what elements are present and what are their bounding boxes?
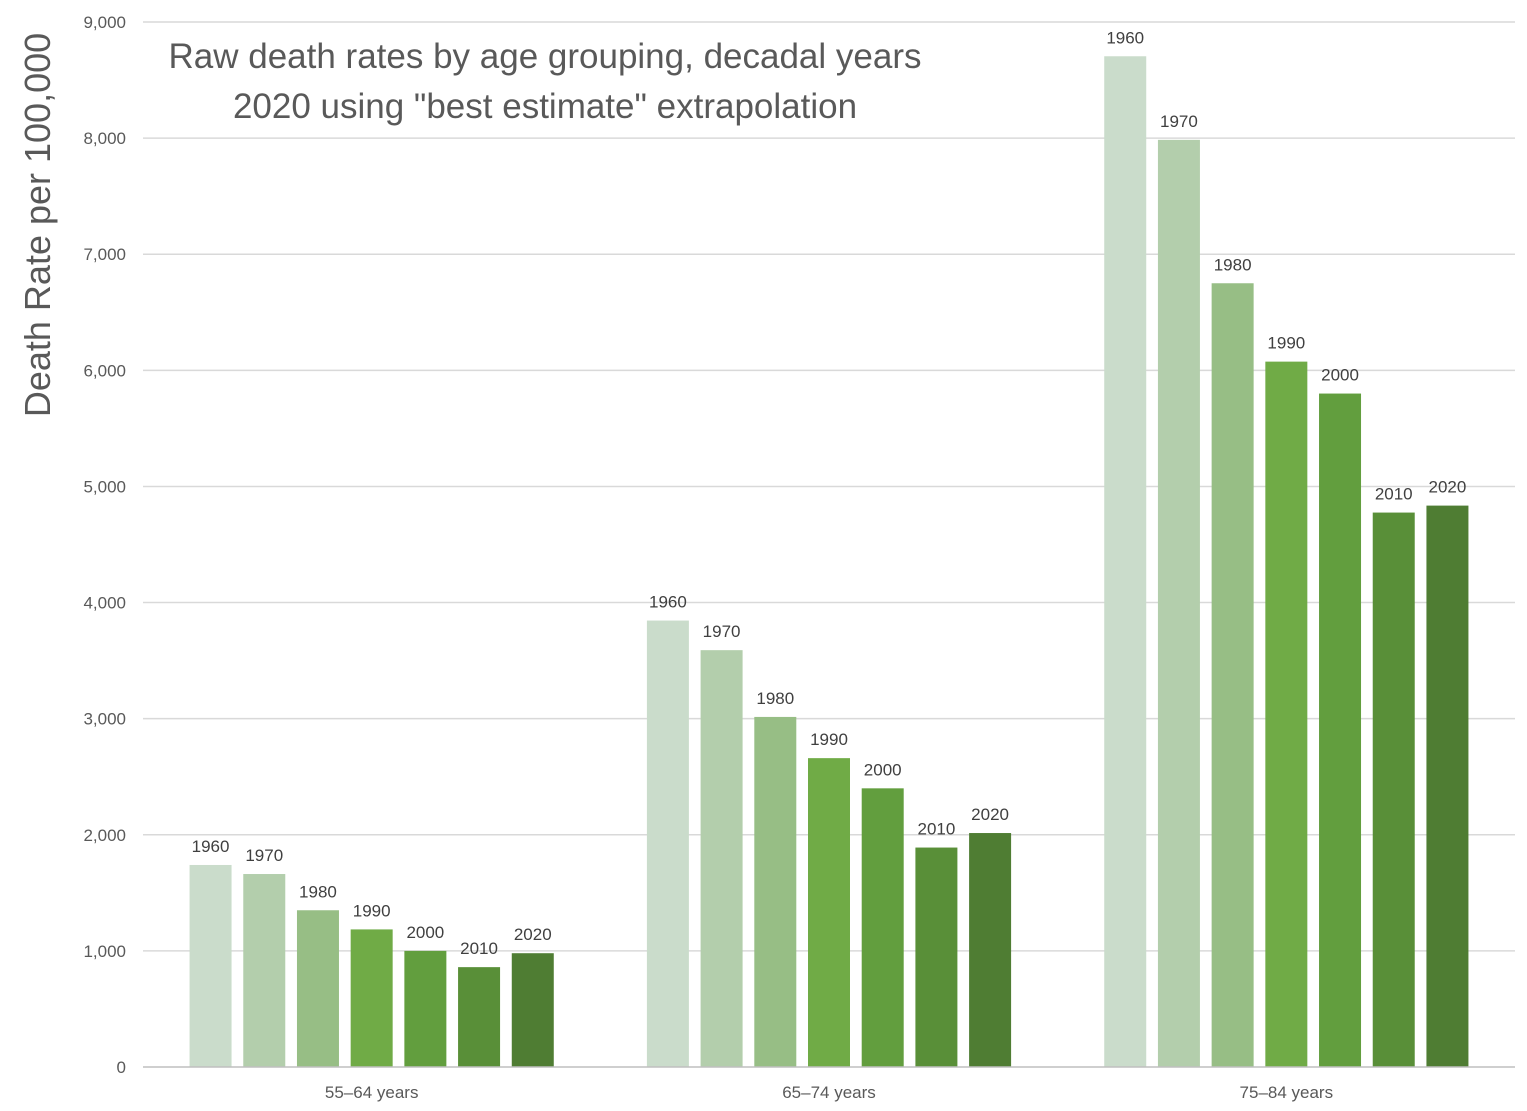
y-axis-title: Death Rate per 100,000 xyxy=(17,32,58,418)
data-label-1970: 1970 xyxy=(245,846,283,865)
y-tick-label: 5,000 xyxy=(83,477,126,496)
data-label-2010: 2010 xyxy=(917,820,955,839)
data-label-2000: 2000 xyxy=(1321,366,1359,385)
gridlines xyxy=(143,21,1515,952)
data-label-1990: 1990 xyxy=(353,901,391,920)
bar-1970-3 xyxy=(1157,139,1200,1067)
bar-1970-2 xyxy=(700,650,743,1067)
data-label-2020: 2020 xyxy=(971,805,1009,824)
bar-2010-2 xyxy=(915,847,958,1067)
bar-1960-1 xyxy=(189,864,232,1067)
data-label-2020: 2020 xyxy=(1429,478,1467,497)
y-tick-label: 7,000 xyxy=(83,245,126,264)
data-label-2000: 2000 xyxy=(406,923,444,942)
data-label-1980: 1980 xyxy=(1214,255,1252,274)
bar-2000-3 xyxy=(1319,393,1362,1067)
bar-2000-1 xyxy=(404,950,447,1067)
y-tick-label: 1,000 xyxy=(83,942,126,961)
data-label-2000: 2000 xyxy=(864,760,902,779)
chart-title-line-1: Raw death rates by age grouping, decadal… xyxy=(168,37,922,76)
bar-1980-2 xyxy=(754,716,797,1067)
data-label-1980: 1980 xyxy=(756,689,794,708)
y-tick-label: 8,000 xyxy=(83,129,126,148)
x-tick-label: 75–84 years xyxy=(1240,1083,1334,1102)
bar-1960-3 xyxy=(1104,56,1147,1067)
data-label-1970: 1970 xyxy=(1160,112,1198,131)
bar-2010-1 xyxy=(458,967,501,1067)
y-tick-label: 3,000 xyxy=(83,710,126,729)
y-tick-label: 4,000 xyxy=(83,594,126,613)
chart-title-line-2: 2020 using "best estimate" extrapolation xyxy=(232,87,858,126)
bars xyxy=(189,56,1469,1067)
bar-1990-2 xyxy=(808,758,850,1067)
bar-1980-3 xyxy=(1211,283,1254,1067)
y-axis-ticks: 0 1,000 2,000 3,000 4,000 5,000 6,000 7,000 8,00… xyxy=(83,13,126,1077)
bar-2010-3 xyxy=(1372,512,1415,1067)
data-label-2010: 2010 xyxy=(460,939,498,958)
data-label-1980: 1980 xyxy=(299,882,337,901)
x-axis-ticks: 55–64 years 65–74 years 75–84 years xyxy=(325,1083,1333,1102)
bar-2020-1 xyxy=(511,953,554,1067)
bar-1990-1 xyxy=(350,929,393,1067)
data-label-1990: 1990 xyxy=(810,730,848,749)
bar-2020-3 xyxy=(1426,505,1469,1067)
data-labels: 1960 1970 1980 1990 2000 2010 2020 1960 1970 1980… xyxy=(192,28,1467,958)
y-tick-label: 6,000 xyxy=(83,361,126,380)
bar-1990-3 xyxy=(1265,361,1308,1067)
chart-title: Raw death rates by age grouping, decadal… xyxy=(120,32,970,132)
bar-1970-1 xyxy=(243,874,286,1067)
data-label-1970: 1970 xyxy=(703,622,741,641)
y-tick-label: 9,000 xyxy=(83,13,126,32)
bar-2000-2 xyxy=(861,788,904,1067)
bar-2020-2 xyxy=(969,833,1012,1067)
data-label-1990: 1990 xyxy=(1267,334,1305,353)
bar-1960-2 xyxy=(646,620,689,1067)
y-tick-label: 0 xyxy=(117,1058,126,1077)
bar-1980-1 xyxy=(296,910,339,1067)
data-label-2020: 2020 xyxy=(514,925,552,944)
x-tick-label: 65–74 years xyxy=(782,1083,876,1102)
x-tick-label: 55–64 years xyxy=(325,1083,419,1102)
data-label-1960: 1960 xyxy=(649,593,687,612)
data-label-2010: 2010 xyxy=(1375,485,1413,504)
y-tick-label: 2,000 xyxy=(83,826,126,845)
data-label-1960: 1960 xyxy=(192,837,230,856)
data-label-1960: 1960 xyxy=(1106,28,1144,47)
